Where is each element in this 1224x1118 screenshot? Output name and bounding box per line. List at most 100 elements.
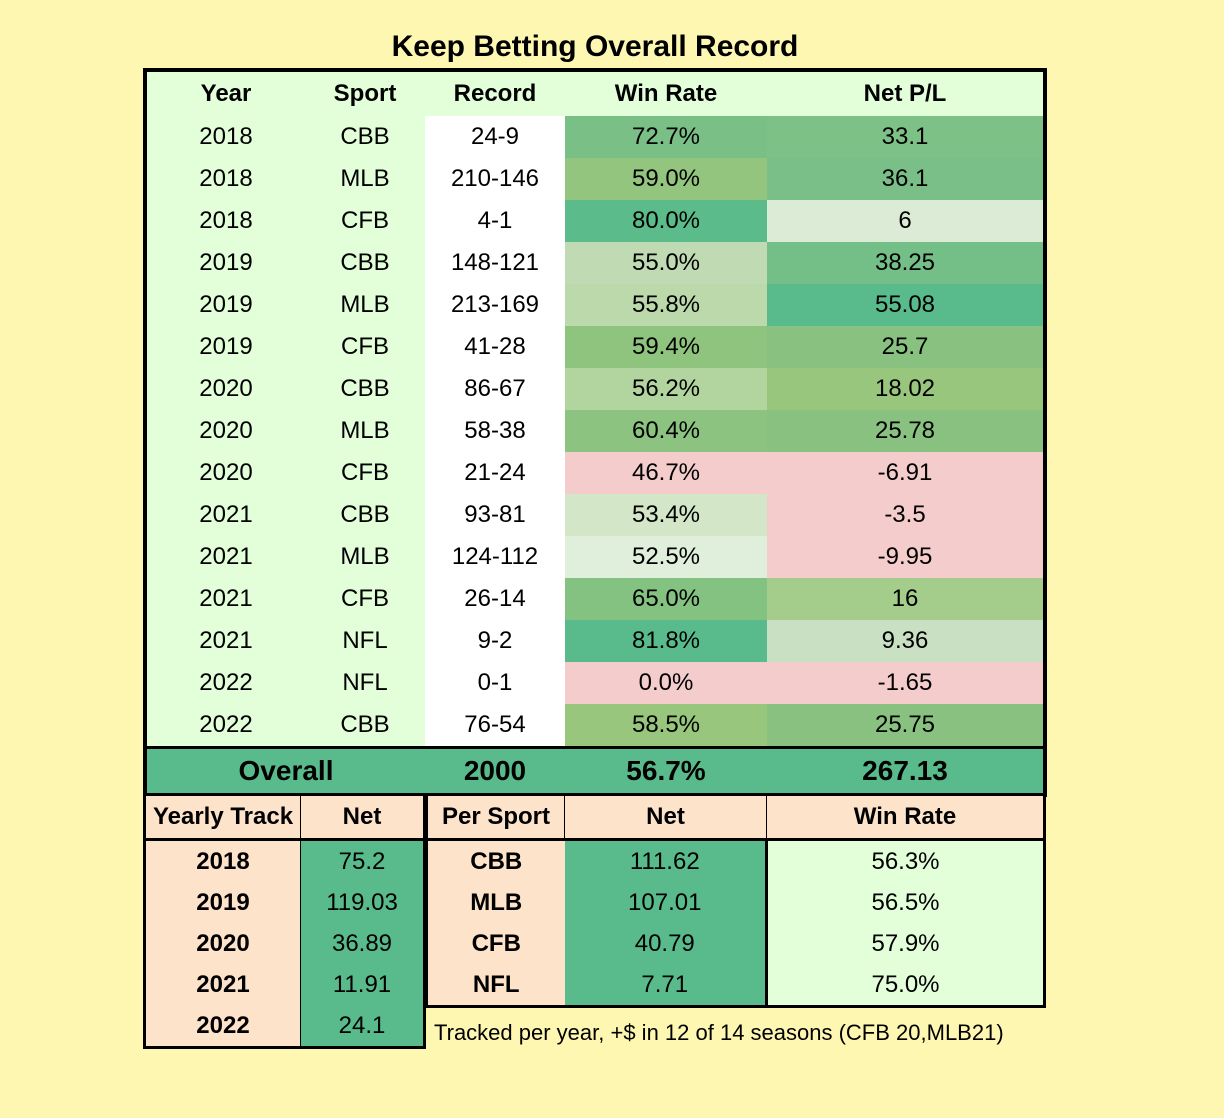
yearly-net-cell: 36.89 — [300, 923, 425, 964]
yearly-net-cell: 11.91 — [300, 964, 425, 1005]
yearly-header-net: Net — [300, 795, 425, 840]
sport-row: MLB 107.01 56.5% — [426, 882, 1045, 923]
overall-record: 2000 — [425, 746, 565, 795]
win-rate-cell: 55.0% — [565, 242, 767, 284]
year-cell: 2021 — [199, 501, 253, 528]
net-pl-cell: 25.7 — [767, 326, 1045, 368]
yearly-row: 2018 75.2 — [144, 838, 425, 882]
record-cell: 124-112 — [425, 536, 565, 578]
record-cell: 148-121 — [425, 242, 565, 284]
sport-cell: MLB — [340, 165, 390, 192]
table-row: 2020 CFB 21-24 46.7% -6.91 — [145, 452, 1045, 494]
yearly-row: 2019 119.03 — [144, 882, 425, 923]
record-cell: 21-24 — [425, 452, 565, 494]
header-win-rate: Win Rate — [614, 80, 718, 107]
overall-win-rate: 56.7% — [565, 746, 767, 795]
year-cell: 2018 — [199, 207, 253, 234]
sport-cell: MLB — [340, 417, 390, 444]
table-row: 2021 MLB 124-112 52.5% -9.95 — [145, 536, 1045, 578]
footnote: Tracked per year, +$ in 12 of 14 seasons… — [434, 1020, 1004, 1045]
record-cell: 26-14 — [425, 578, 565, 620]
yearly-track-table: Yearly Track Net 2018 75.2 2019 119.03 2020 3… — [143, 795, 426, 1049]
table-row: 2022 CBB 76-54 58.5% 25.75 — [145, 704, 1045, 748]
table-row: 2022 NFL 0-1 0.0% -1.65 — [145, 662, 1045, 704]
header-record: Record — [453, 80, 537, 107]
win-rate-cell: 72.7% — [565, 116, 767, 158]
net-pl-cell: 18.02 — [767, 368, 1045, 410]
sport-cell: NFL — [342, 627, 388, 654]
record-cell: 24-9 — [425, 116, 565, 158]
sport-cell: CBB — [340, 375, 390, 402]
record-cell: 9-2 — [425, 620, 565, 662]
yearly-header-row: Yearly Track Net — [144, 795, 425, 840]
sport-row: CBB 111.62 56.3% — [426, 838, 1045, 882]
net-pl-cell: 33.1 — [767, 116, 1045, 158]
year-cell: 2019 — [199, 291, 253, 318]
sport-cell: MLB — [340, 291, 390, 318]
yearly-row: 2021 11.91 — [144, 964, 425, 1005]
yearly-header-label: Yearly Track — [144, 795, 301, 840]
sport-net-cell: 40.79 — [564, 923, 768, 964]
net-pl-cell: 25.75 — [767, 704, 1045, 748]
sport-row: NFL 7.71 75.0% — [426, 964, 1045, 1007]
win-rate-cell: 0.0% — [565, 662, 767, 704]
header-sport: Sport — [333, 80, 397, 107]
net-pl-cell: 16 — [767, 578, 1045, 620]
overall-record-table: Year Sport Record Win Rate Net P/L 2018 C… — [143, 68, 1047, 797]
sport-cell: MLB — [340, 543, 390, 570]
header-net-pl: Net P/L — [863, 80, 947, 107]
yearly-row: 2020 36.89 — [144, 923, 425, 964]
year-cell: 2021 — [199, 627, 253, 654]
sport-row: CFB 40.79 57.9% — [426, 923, 1045, 964]
win-rate-cell: 52.5% — [565, 536, 767, 578]
year-cell: 2021 — [199, 585, 253, 612]
win-rate-cell: 60.4% — [565, 410, 767, 452]
table-row: 2021 CFB 26-14 65.0% 16 — [145, 578, 1045, 620]
year-cell: 2019 — [199, 333, 253, 360]
sport-cell: CBB — [340, 249, 390, 276]
sport-header-win-rate: Win Rate — [766, 795, 1045, 840]
year-cell: 2022 — [199, 711, 253, 738]
win-rate-cell: 56.2% — [565, 368, 767, 410]
win-rate-cell: 55.8% — [565, 284, 767, 326]
net-pl-cell: -6.91 — [767, 452, 1045, 494]
win-rate-cell: 59.0% — [565, 158, 767, 200]
year-cell: 2021 — [199, 543, 253, 570]
net-pl-cell: 9.36 — [767, 620, 1045, 662]
sport-header-label: Per Sport — [426, 795, 565, 840]
table-row: 2021 NFL 9-2 81.8% 9.36 — [145, 620, 1045, 662]
win-rate-cell: 46.7% — [565, 452, 767, 494]
net-pl-cell: -9.95 — [767, 536, 1045, 578]
sport-cell: CBB — [340, 711, 390, 738]
sport-win-rate-cell: 57.9% — [766, 923, 1045, 964]
table-row: 2018 CBB 24-9 72.7% 33.1 — [145, 116, 1045, 158]
sport-label-cell: CFB — [426, 923, 565, 964]
table-row: 2021 CBB 93-81 53.4% -3.5 — [145, 494, 1045, 536]
sport-cell: CBB — [340, 123, 390, 150]
per-sport-table: Per Sport Net Win Rate CBB 111.62 56.3% MLB… — [425, 795, 1046, 1008]
yearly-net-cell: 119.03 — [300, 882, 425, 923]
yearly-year-cell: 2022 — [144, 1005, 301, 1048]
win-rate-cell: 59.4% — [565, 326, 767, 368]
net-pl-cell: -3.5 — [767, 494, 1045, 536]
sport-label-cell: NFL — [426, 964, 565, 1007]
net-pl-cell: 36.1 — [767, 158, 1045, 200]
header-row: Year Sport Record Win Rate Net P/L — [145, 70, 1045, 116]
record-cell: 213-169 — [425, 284, 565, 326]
net-pl-cell: 38.25 — [767, 242, 1045, 284]
net-pl-cell: -1.65 — [767, 662, 1045, 704]
overall-label: Overall — [145, 746, 425, 795]
table-row: 2019 MLB 213-169 55.8% 55.08 — [145, 284, 1045, 326]
record-cell: 86-67 — [425, 368, 565, 410]
yearly-net-cell: 24.1 — [300, 1005, 425, 1048]
record-cell: 41-28 — [425, 326, 565, 368]
sport-label-cell: MLB — [426, 882, 565, 923]
table-row: 2020 CBB 86-67 56.2% 18.02 — [145, 368, 1045, 410]
yearly-row: 2022 24.1 — [144, 1005, 425, 1048]
year-cell: 2022 — [199, 669, 253, 696]
year-cell: 2020 — [199, 459, 253, 486]
win-rate-cell: 65.0% — [565, 578, 767, 620]
overall-row: Overall 2000 56.7% 267.13 — [145, 746, 1045, 795]
yearly-year-cell: 2020 — [144, 923, 301, 964]
record-cell: 0-1 — [425, 662, 565, 704]
